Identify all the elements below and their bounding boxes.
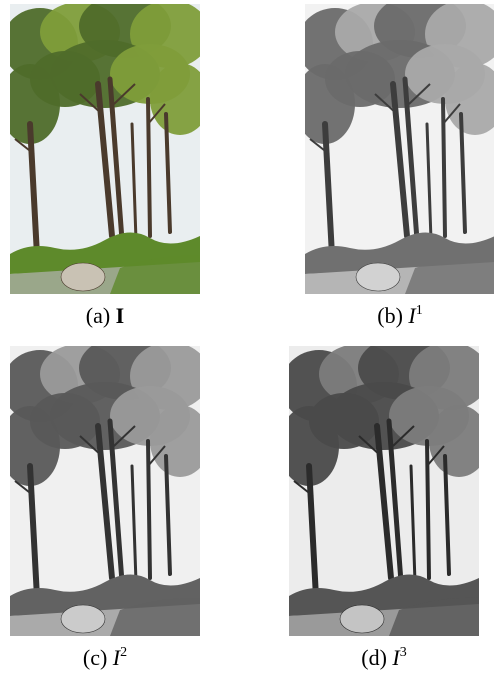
tree-branch — [147, 103, 166, 125]
tree-branch — [113, 425, 136, 447]
caption-d-prefix: (d) — [361, 645, 387, 670]
tree-trunk — [146, 97, 152, 238]
tree-branch — [408, 83, 431, 105]
tree-trunk — [164, 112, 172, 234]
tree-photo-a — [10, 4, 200, 294]
tree-trunk — [130, 122, 138, 242]
canopy-foliage — [30, 393, 100, 449]
caption-c: (c) I2 — [60, 645, 150, 671]
caption-c-symbol: I — [112, 645, 121, 670]
caption-b-prefix: (b) — [377, 303, 403, 328]
front-bush — [110, 597, 200, 636]
tree-trunk — [107, 418, 125, 585]
tree-trunk — [107, 76, 125, 243]
canopy-foliage — [110, 386, 190, 446]
canopy-foliage — [325, 51, 395, 107]
caption-c-prefix: (c) — [82, 645, 108, 670]
canopy-foliage — [389, 386, 469, 446]
tree-trunk — [374, 423, 394, 581]
canopy-foliage — [30, 51, 100, 107]
caption-a-prefix: (a) — [85, 303, 111, 328]
tree-trunk — [425, 439, 431, 580]
tree-branch — [79, 93, 103, 115]
figure-panel-d — [289, 346, 479, 636]
tree-photo-c — [10, 346, 200, 636]
tree-trunk — [164, 454, 172, 576]
canopy-foliage — [309, 393, 379, 449]
caption-b: (b) I1 — [355, 303, 445, 329]
rock — [60, 262, 106, 292]
figure-panel-c — [10, 346, 200, 636]
caption-d: (d) I3 — [339, 645, 429, 671]
tree-trunk — [95, 423, 115, 581]
tree-branch — [147, 445, 166, 467]
tree-photo-b — [305, 4, 494, 294]
tree-branch — [79, 435, 103, 457]
tree-trunk — [146, 439, 152, 580]
caption-a-symbol: I — [115, 303, 125, 328]
caption-b-superscript: 1 — [415, 303, 423, 318]
tree-trunk — [425, 122, 433, 242]
front-bush — [405, 255, 494, 294]
tree-trunk — [441, 97, 447, 238]
tree-trunk — [386, 418, 404, 585]
tree-branch — [14, 138, 35, 155]
rock — [355, 262, 401, 292]
tree-branch — [293, 480, 314, 497]
front-bush — [389, 597, 479, 636]
tree-trunk — [402, 76, 420, 243]
tree-trunk — [409, 464, 417, 584]
rock — [60, 604, 106, 634]
tree-branch — [374, 93, 398, 115]
tree-trunk — [459, 112, 467, 234]
caption-d-superscript: 3 — [399, 645, 407, 660]
tree-branch — [392, 425, 415, 447]
tree-branch — [358, 435, 382, 457]
tree-branch — [309, 138, 330, 155]
caption-b-symbol: I — [408, 303, 416, 328]
tree-trunk — [390, 81, 410, 239]
tree-photo-d — [289, 346, 479, 636]
rock — [339, 604, 385, 634]
tree-trunk — [95, 81, 115, 239]
front-bush — [110, 255, 200, 294]
tree-trunk — [130, 464, 138, 584]
caption-a: (a) I — [60, 303, 150, 329]
figure-panel-b — [305, 4, 494, 294]
tree-trunk — [443, 454, 451, 576]
tree-branch — [113, 83, 136, 105]
caption-d-symbol: I — [392, 645, 400, 670]
tree-branch — [442, 103, 461, 125]
canopy-foliage — [405, 44, 485, 104]
tree-branch — [426, 445, 445, 467]
tree-branch — [14, 480, 35, 497]
figure-panel-a — [10, 4, 200, 294]
canopy-foliage — [110, 44, 190, 104]
caption-c-superscript: 2 — [120, 645, 128, 660]
